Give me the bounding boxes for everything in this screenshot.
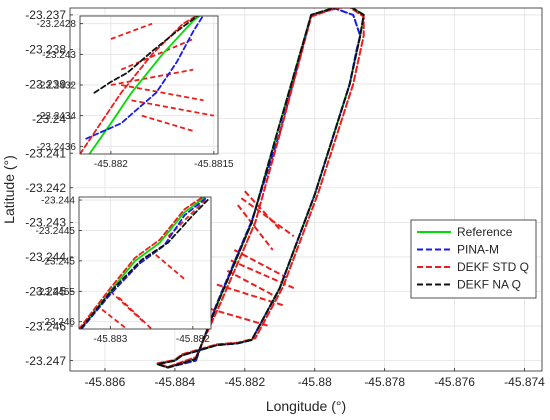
inset-top-series-pina-m xyxy=(85,16,204,140)
main-y-tick-label: -23.237 xyxy=(25,8,66,22)
main-x-tick-label: -45.876 xyxy=(434,375,475,389)
main-outlier-spike xyxy=(230,259,295,289)
main-series-dekf-na-q xyxy=(156,8,365,369)
inset-top-y-tick-label: -23.2432 xyxy=(37,81,77,92)
main-y-tick-label: -23.246 xyxy=(25,319,66,333)
inset-bottom-y-tick-label: -23.2455 xyxy=(36,287,76,298)
main-x-tick-label: -45.878 xyxy=(364,375,405,389)
inset-bottom-axes-frame xyxy=(78,196,212,330)
legend: Reference PINA-M DEKF STD Q DEKF NA Q xyxy=(410,219,537,299)
inset-bottom-outlier-spike xyxy=(101,308,128,329)
inset-bottom-series-dekf-std-q xyxy=(79,197,204,329)
main-x-tick-label: -45.886 xyxy=(85,375,126,389)
inset-top-y-tick-label: -23.2436 xyxy=(37,142,77,153)
inset-top-outlier-spike xyxy=(121,84,204,102)
inset-top-x-tick-label: -45.8815 xyxy=(194,159,234,170)
inset-top-y-tick-label: -23.2428 xyxy=(37,19,77,30)
main-outlier-spike xyxy=(240,197,295,237)
x-axis-label: Longitude (°) xyxy=(266,398,346,414)
inset-bottom-y-tick-label: -23.246 xyxy=(41,317,75,328)
main-outlier-spike xyxy=(237,204,274,251)
inset-bottom-outlier-spike xyxy=(155,254,186,280)
main-x-tick-label: -45.882 xyxy=(224,375,265,389)
inset-top-outlier-spike xyxy=(110,22,153,40)
main-y-tick-label: -23.245 xyxy=(25,285,66,299)
inset-top-outlier-spike xyxy=(120,38,194,71)
inset-top-x-tick-label: -45.882 xyxy=(94,159,128,170)
main-x-tick-label: -45.884 xyxy=(155,375,196,389)
main-outlier-spike xyxy=(233,249,288,279)
inset-bottom-y-tick-label: -23.244 xyxy=(41,196,75,207)
main-outlier-spike xyxy=(209,307,270,328)
inset-top-plot: -45.882 -45.8815 -23.2428 -23.243 -23.2432 -2… xyxy=(37,15,234,170)
inset-top-y-tick-label: -23.243 xyxy=(42,50,76,61)
legend-label-dekf-std-q: DEKF STD Q xyxy=(457,260,529,274)
main-y-tick-label: -23.243 xyxy=(25,216,66,230)
legend-label-pina-m: PINA-M xyxy=(457,243,499,257)
inset-bottom-series-dekf-na-q xyxy=(80,199,209,329)
inset-top-outlier-spike xyxy=(110,68,194,86)
inset-bottom-x-tick-label: -45.882 xyxy=(176,334,210,345)
inset-bottom-y-tick-label: -23.245 xyxy=(41,256,75,267)
main-axes-frame xyxy=(69,7,543,372)
inset-top-series-dekf-std-q xyxy=(80,16,199,154)
main-y-tick-label: -23.247 xyxy=(25,354,66,368)
legend-label-dekf-na-q: DEKF NA Q xyxy=(457,278,521,292)
inset-bottom-x-tick-label: -45.883 xyxy=(93,334,127,345)
inset-top-outlier-spike xyxy=(131,99,215,117)
legend-label-reference: Reference xyxy=(457,225,513,239)
main-y-tick-label: -23.238 xyxy=(25,43,66,57)
inset-bottom-y-tick-label: -23.2445 xyxy=(36,226,76,237)
inset-top-y-tick-label: -23.2434 xyxy=(37,111,77,122)
main-y-tick-label: -23.244 xyxy=(25,250,66,264)
inset-top-series-dekf-na-q xyxy=(93,16,199,94)
inset-top-outlier-spike xyxy=(141,114,194,132)
inset-bottom-series-pina-m xyxy=(80,197,207,329)
inset-bottom-series-reference xyxy=(80,197,207,329)
main-y-tick-label: -23.242 xyxy=(25,181,66,195)
inset-top-series-reference xyxy=(88,16,202,154)
inset-bottom-plot: -45.883 -45.882 -23.244 -23.2445 -23.245 -23.… xyxy=(36,196,212,345)
y-axis-label: Latitude (°) xyxy=(1,155,17,224)
main-x-tick-label: -45.88 xyxy=(298,375,332,389)
main-x-tick-label: -45.874 xyxy=(504,375,545,389)
main-y-tick-label: -23.241 xyxy=(25,146,66,160)
main-y-tick-label: -23.24 xyxy=(32,112,66,126)
main-y-tick-label: -23.239 xyxy=(25,77,66,91)
